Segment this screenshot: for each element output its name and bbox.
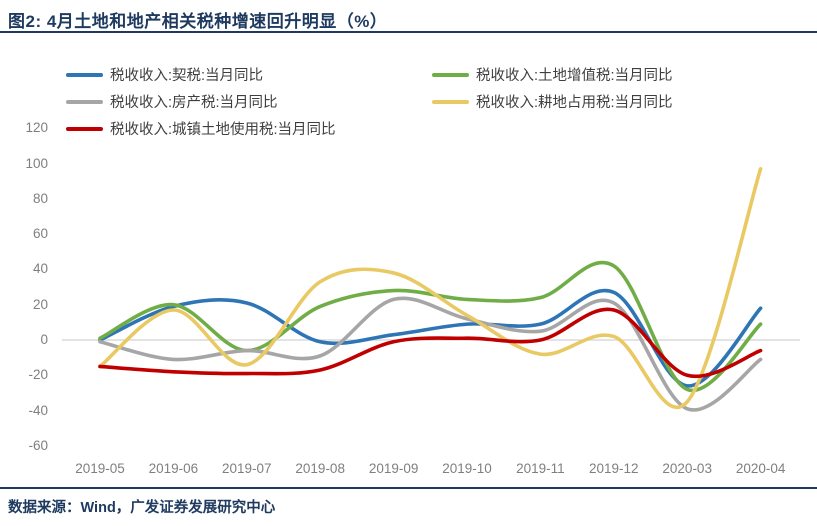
legend-swatch-deed-tax [66, 72, 103, 77]
y-tick-label: -60 [28, 437, 48, 453]
legend-swatch-property-tax [66, 99, 103, 104]
x-tick-label: 2019-11 [516, 461, 565, 476]
y-tick-label: 40 [32, 261, 48, 277]
legend-swatch-farmland-occupation-tax [432, 99, 469, 104]
y-tick-label: 80 [32, 190, 48, 206]
series-line-deed-tax [98, 288, 763, 388]
legend-item-land-appreciation-tax: 税收收入:土地增值税:当月同比 [432, 61, 756, 88]
x-tick-label: 2019-09 [368, 461, 419, 476]
legend-label-property-tax: 税收收入:房产税:当月同比 [110, 95, 278, 111]
y-tick-label: 120 [25, 120, 48, 136]
y-tick-label: 0 [40, 332, 48, 347]
legend-swatch-urban-land-use-tax [66, 126, 103, 131]
legend-item-urban-land-use-tax: 税收收入:城镇土地使用税:当月同比 [66, 115, 432, 142]
legend-item-deed-tax: 税收收入:契税:当月同比 [66, 61, 432, 88]
x-tick-label: 2020-04 [735, 461, 786, 476]
series-line-property-tax [98, 296, 763, 412]
series-line-urban-land-use-tax [98, 307, 763, 379]
legend-swatch-land-appreciation-tax [432, 72, 469, 77]
y-tick-label: 100 [25, 155, 48, 171]
y-tick-label: 20 [32, 296, 48, 312]
legend-item-farmland-occupation-tax: 税收收入:耕地占用税:当月同比 [432, 88, 756, 115]
figure-footer: 数据来源：Wind，广发证券发展研究中心 [0, 487, 817, 526]
data-source-text: 数据来源：Wind，广发证券发展研究中心 [8, 500, 276, 516]
legend-label-farmland-occupation-tax: 税收收入:耕地占用税:当月同比 [476, 95, 673, 111]
y-tick-label: -40 [28, 402, 48, 418]
series-line-farmland-occupation-tax [98, 167, 763, 410]
x-tick-label: 2019-12 [589, 461, 639, 476]
legend-label-deed-tax: 税收收入:契税:当月同比 [110, 68, 264, 84]
x-tick-label: 2019-06 [148, 461, 199, 476]
chart-legend: 税收收入:契税:当月同比 税收收入:土地增值税:当月同比税收收入:房产税:当月同比… [66, 61, 756, 142]
legend-label-land-appreciation-tax: 税收收入:土地增值税:当月同比 [476, 68, 673, 84]
figure-title: 图2: 4月土地和地产相关税种增速回升明显（%） [8, 12, 388, 31]
legend-label-urban-land-use-tax: 税收收入:城镇土地使用税:当月同比 [110, 122, 336, 138]
figure-title-bar: 图2: 4月土地和地产相关税种增速回升明显（%） [0, 0, 817, 33]
y-tick-label: -20 [28, 367, 48, 383]
x-tick-label: 2019-05 [75, 461, 125, 476]
legend-item-property-tax: 税收收入:房产税:当月同比 [66, 88, 432, 115]
x-tick-label: 2019-07 [222, 461, 272, 476]
x-tick-label: 2020-03 [662, 461, 712, 476]
x-tick-label: 2019-08 [295, 461, 345, 476]
y-tick-label: 60 [32, 226, 48, 242]
x-tick-label: 2019-10 [442, 461, 492, 476]
